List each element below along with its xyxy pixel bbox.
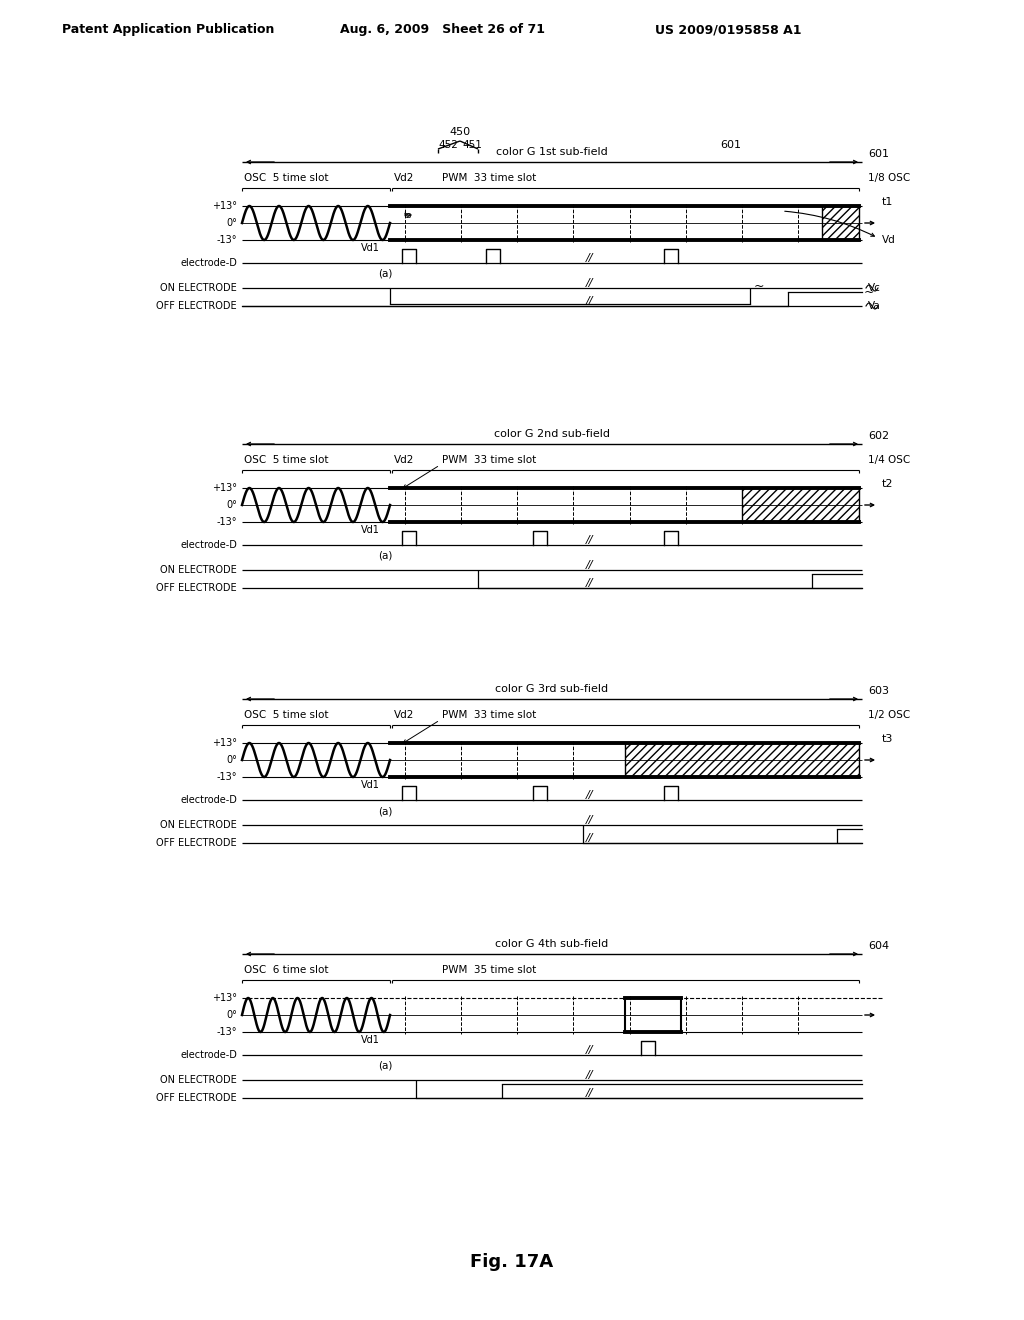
Bar bbox=[625, 743, 859, 777]
Text: Vc: Vc bbox=[868, 282, 881, 293]
Text: 1/8 OSC: 1/8 OSC bbox=[868, 173, 910, 183]
Text: color G 3rd sub-field: color G 3rd sub-field bbox=[496, 684, 608, 694]
Text: color G 1st sub-field: color G 1st sub-field bbox=[496, 147, 608, 157]
Text: (a): (a) bbox=[378, 807, 392, 816]
Text: 601: 601 bbox=[720, 140, 741, 150]
Text: Patent Application Publication: Patent Application Publication bbox=[62, 24, 274, 37]
Bar bbox=[822, 206, 859, 240]
Text: 604: 604 bbox=[868, 941, 889, 950]
Text: t3: t3 bbox=[882, 734, 893, 744]
Text: //: // bbox=[586, 578, 593, 587]
Text: Aug. 6, 2009   Sheet 26 of 71: Aug. 6, 2009 Sheet 26 of 71 bbox=[340, 24, 545, 37]
Text: Fig. 17A: Fig. 17A bbox=[470, 1253, 554, 1271]
Text: OFF ELECTRODE: OFF ELECTRODE bbox=[157, 301, 237, 312]
Text: ON ELECTRODE: ON ELECTRODE bbox=[160, 1074, 237, 1085]
Text: ON ELECTRODE: ON ELECTRODE bbox=[160, 282, 237, 293]
Text: Vd1: Vd1 bbox=[361, 243, 380, 253]
Text: PWM  35 time slot: PWM 35 time slot bbox=[442, 965, 537, 975]
Text: US 2009/0195858 A1: US 2009/0195858 A1 bbox=[655, 24, 802, 37]
Text: 0°: 0° bbox=[226, 1010, 237, 1020]
Text: Vd1: Vd1 bbox=[361, 525, 380, 535]
Text: //: // bbox=[586, 833, 593, 843]
Text: color G 2nd sub-field: color G 2nd sub-field bbox=[494, 429, 610, 440]
Text: +13°: +13° bbox=[212, 483, 237, 492]
Text: 452: 452 bbox=[438, 140, 458, 150]
Text: -13°: -13° bbox=[216, 517, 237, 527]
Text: +13°: +13° bbox=[212, 738, 237, 748]
Text: ~: ~ bbox=[753, 280, 764, 293]
Text: 601: 601 bbox=[868, 149, 889, 158]
Text: -13°: -13° bbox=[216, 1027, 237, 1038]
Text: //: // bbox=[586, 279, 593, 288]
Text: 451: 451 bbox=[462, 140, 482, 150]
Text: //: // bbox=[586, 560, 593, 570]
Bar bbox=[742, 488, 859, 521]
Text: (a): (a) bbox=[378, 269, 392, 279]
Text: PWM  33 time slot: PWM 33 time slot bbox=[442, 710, 537, 719]
Text: OSC  5 time slot: OSC 5 time slot bbox=[244, 710, 329, 719]
Text: ON ELECTRODE: ON ELECTRODE bbox=[160, 565, 237, 576]
Text: 1/4 OSC: 1/4 OSC bbox=[868, 455, 910, 465]
Text: //: // bbox=[586, 296, 593, 306]
Text: (a): (a) bbox=[378, 1061, 392, 1071]
Text: //: // bbox=[586, 1071, 593, 1080]
Text: //: // bbox=[586, 1088, 593, 1098]
Text: OFF ELECTRODE: OFF ELECTRODE bbox=[157, 838, 237, 847]
Text: Vd: Vd bbox=[882, 235, 896, 246]
Text: electrode-D: electrode-D bbox=[180, 795, 237, 805]
Text: ts: ts bbox=[403, 210, 412, 219]
Text: 1/2 OSC: 1/2 OSC bbox=[868, 710, 910, 719]
Text: //: // bbox=[586, 253, 593, 263]
Text: //: // bbox=[586, 789, 593, 800]
Text: (a): (a) bbox=[378, 550, 392, 561]
Text: PWM  33 time slot: PWM 33 time slot bbox=[442, 173, 537, 183]
Text: //: // bbox=[586, 814, 593, 825]
Text: Vd1: Vd1 bbox=[361, 1035, 380, 1045]
Text: 0°: 0° bbox=[226, 500, 237, 510]
Text: OFF ELECTRODE: OFF ELECTRODE bbox=[157, 583, 237, 593]
Text: t2: t2 bbox=[882, 479, 894, 488]
Text: electrode-D: electrode-D bbox=[180, 257, 237, 268]
Text: ~: ~ bbox=[864, 285, 874, 298]
Text: 603: 603 bbox=[868, 686, 889, 696]
Text: Vd1: Vd1 bbox=[361, 780, 380, 789]
Text: //: // bbox=[586, 1045, 593, 1055]
Text: OSC  5 time slot: OSC 5 time slot bbox=[244, 173, 329, 183]
Text: -13°: -13° bbox=[216, 235, 237, 246]
Text: OSC  5 time slot: OSC 5 time slot bbox=[244, 455, 329, 465]
Text: color G 4th sub-field: color G 4th sub-field bbox=[496, 939, 608, 949]
Text: OFF ELECTRODE: OFF ELECTRODE bbox=[157, 1093, 237, 1104]
Text: -13°: -13° bbox=[216, 772, 237, 781]
Text: 602: 602 bbox=[868, 432, 889, 441]
Text: 0°: 0° bbox=[226, 218, 237, 228]
Text: Vd2: Vd2 bbox=[394, 173, 415, 183]
Text: +13°: +13° bbox=[212, 201, 237, 211]
Text: electrode-D: electrode-D bbox=[180, 540, 237, 550]
Text: ON ELECTRODE: ON ELECTRODE bbox=[160, 820, 237, 830]
Text: Va: Va bbox=[868, 301, 881, 312]
Text: electrode-D: electrode-D bbox=[180, 1049, 237, 1060]
Text: OSC  6 time slot: OSC 6 time slot bbox=[244, 965, 329, 975]
Text: Vd2: Vd2 bbox=[394, 710, 415, 719]
Text: 450: 450 bbox=[450, 127, 471, 137]
Text: t1: t1 bbox=[882, 197, 893, 207]
Text: PWM  33 time slot: PWM 33 time slot bbox=[442, 455, 537, 465]
Text: 0°: 0° bbox=[226, 755, 237, 766]
Text: +13°: +13° bbox=[212, 993, 237, 1003]
Text: //: // bbox=[586, 535, 593, 545]
Text: Vd2: Vd2 bbox=[394, 455, 415, 465]
